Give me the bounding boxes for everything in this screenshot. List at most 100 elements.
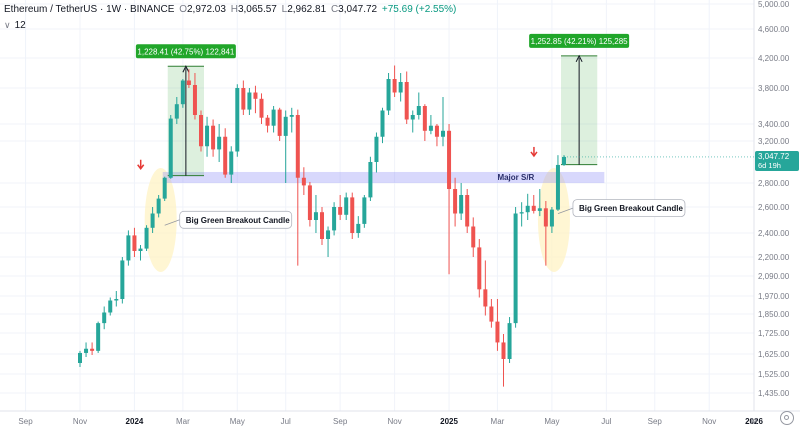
- candle-down[interactable]: [132, 235, 137, 251]
- candle-up[interactable]: [386, 79, 391, 111]
- candle-up[interactable]: [229, 151, 234, 175]
- candle-up[interactable]: [102, 312, 107, 324]
- candle-up[interactable]: [114, 299, 119, 301]
- candle-down[interactable]: [453, 189, 458, 214]
- candle-down[interactable]: [543, 208, 548, 227]
- candle-down[interactable]: [434, 125, 439, 137]
- candle-up[interactable]: [344, 197, 349, 215]
- callout-box[interactable]: [572, 199, 686, 218]
- symbol-title[interactable]: Ethereum / TetherUS · 1W · BINANCE: [4, 4, 175, 15]
- candle-up[interactable]: [332, 207, 337, 231]
- candle-down[interactable]: [447, 130, 452, 189]
- candle-up[interactable]: [549, 209, 554, 227]
- candle-down[interactable]: [241, 88, 246, 110]
- y-tick-label: 3,200.00: [758, 137, 790, 146]
- candle-up[interactable]: [108, 300, 113, 313]
- candle-down[interactable]: [392, 79, 397, 93]
- candle-down[interactable]: [265, 117, 270, 126]
- candle-up[interactable]: [326, 230, 331, 239]
- candle-down[interactable]: [531, 205, 536, 211]
- y-tick-label: 4,600.00: [758, 25, 790, 34]
- candle-up[interactable]: [283, 116, 288, 136]
- candle-up[interactable]: [507, 323, 512, 359]
- candle-down[interactable]: [471, 226, 476, 248]
- measure-arrow-head: [182, 65, 190, 73]
- candle-up[interactable]: [205, 125, 210, 147]
- candle-up[interactable]: [180, 80, 185, 105]
- candle-up[interactable]: [441, 130, 445, 137]
- candle-up[interactable]: [84, 348, 89, 353]
- last-price-tag[interactable]: [755, 150, 799, 171]
- indicators-toggle[interactable]: ∨ 12: [4, 20, 26, 31]
- candle-down[interactable]: [295, 115, 300, 178]
- chevron-down-icon[interactable]: ∨: [4, 20, 11, 30]
- candle-down[interactable]: [307, 185, 312, 220]
- candle-up[interactable]: [525, 205, 530, 213]
- candle-up[interactable]: [519, 212, 524, 214]
- candle-down[interactable]: [338, 207, 343, 215]
- candle-up[interactable]: [356, 223, 361, 233]
- candle-up[interactable]: [374, 136, 379, 162]
- candle-down[interactable]: [422, 106, 427, 131]
- candle-down[interactable]: [404, 82, 409, 120]
- candle-down[interactable]: [489, 306, 494, 322]
- candle-up[interactable]: [398, 82, 403, 93]
- candle-up[interactable]: [96, 323, 101, 351]
- candle-up[interactable]: [428, 125, 433, 131]
- settings-gear-icon[interactable]: [780, 411, 794, 425]
- candle-up[interactable]: [247, 92, 252, 110]
- candle-down[interactable]: [90, 348, 95, 351]
- callout-box[interactable]: [179, 210, 293, 229]
- candle-down[interactable]: [223, 136, 228, 175]
- candle-down[interactable]: [320, 212, 324, 239]
- candle-up[interactable]: [368, 162, 373, 198]
- candle-up[interactable]: [235, 88, 240, 152]
- candle-up[interactable]: [537, 208, 542, 211]
- candle-down[interactable]: [477, 247, 482, 290]
- candle-up[interactable]: [313, 212, 318, 220]
- candle-up[interactable]: [78, 352, 82, 363]
- candle-up[interactable]: [162, 177, 167, 199]
- candle-up[interactable]: [459, 195, 464, 214]
- sr-band[interactable]: [162, 171, 605, 183]
- candle-up[interactable]: [156, 198, 161, 214]
- candle-down[interactable]: [253, 92, 258, 99]
- candle-down[interactable]: [483, 289, 488, 307]
- candle-up[interactable]: [138, 248, 143, 251]
- candle-up[interactable]: [126, 235, 131, 261]
- x-tick-label: Sep: [18, 417, 33, 426]
- candle-up[interactable]: [168, 118, 173, 178]
- candle-up[interactable]: [289, 115, 294, 117]
- candle-down[interactable]: [259, 98, 264, 118]
- candle-up[interactable]: [562, 156, 566, 165]
- candle-down[interactable]: [186, 80, 191, 86]
- candle-up[interactable]: [513, 213, 518, 324]
- candle-up[interactable]: [150, 213, 155, 228]
- y-tick-label: 2,800.00: [758, 179, 790, 188]
- candle-down[interactable]: [211, 125, 216, 150]
- candle-up[interactable]: [555, 164, 560, 210]
- y-tick-label: 2,200.00: [758, 253, 790, 262]
- measure-label-bg[interactable]: [135, 44, 236, 59]
- callout-text: Big Green Breakout Candle: [579, 204, 684, 213]
- candle-down[interactable]: [277, 109, 282, 136]
- candle-down[interactable]: [199, 115, 203, 147]
- candle-up[interactable]: [144, 227, 149, 249]
- candle-up[interactable]: [174, 104, 179, 119]
- candle-up[interactable]: [362, 197, 367, 224]
- candle-down[interactable]: [495, 321, 500, 343]
- measure-label-bg[interactable]: [529, 33, 630, 48]
- candle-down[interactable]: [465, 195, 470, 227]
- candle-up[interactable]: [271, 109, 276, 126]
- candle-up[interactable]: [380, 110, 385, 137]
- candle-down[interactable]: [350, 197, 355, 233]
- candle-up[interactable]: [217, 136, 222, 150]
- candle-up[interactable]: [416, 106, 421, 115]
- candle-down[interactable]: [301, 177, 306, 186]
- candle-down[interactable]: [501, 342, 506, 359]
- candle-up[interactable]: [120, 260, 125, 299]
- candle-down[interactable]: [192, 85, 197, 115]
- candle-up[interactable]: [410, 115, 415, 120]
